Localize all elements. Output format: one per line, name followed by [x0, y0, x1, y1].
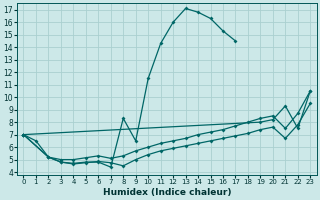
- X-axis label: Humidex (Indice chaleur): Humidex (Indice chaleur): [103, 188, 231, 197]
